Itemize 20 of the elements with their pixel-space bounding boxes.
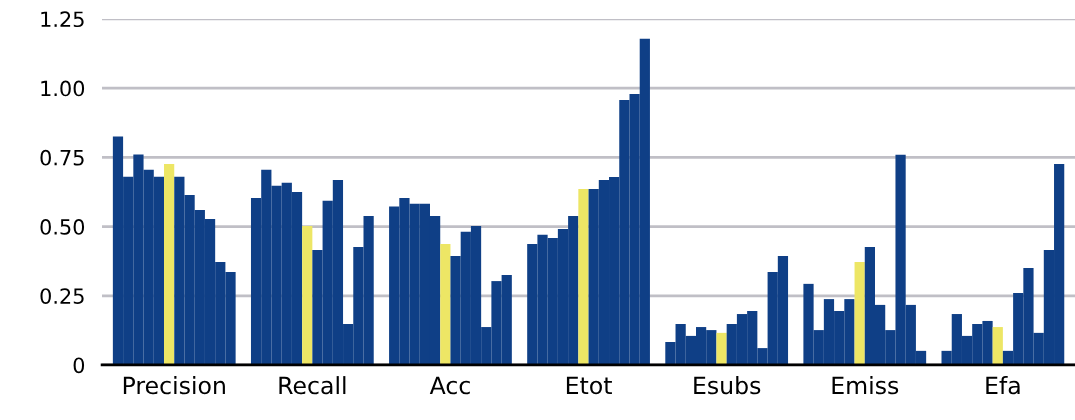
bar	[164, 163, 175, 365]
y-tick-label: 1.00	[41, 80, 85, 97]
y-tick-label: 0.75	[40, 149, 84, 166]
bar	[302, 225, 313, 365]
bar	[578, 188, 589, 365]
x-tick-label: Precision	[123, 376, 225, 395]
y-tick-label: 0.50	[40, 219, 85, 235]
x-tick-label: Efa	[986, 376, 1020, 395]
bar	[992, 327, 1003, 365]
x-tick-label: Acc	[429, 376, 470, 395]
bar	[440, 243, 451, 365]
x-tick-label: Emiss	[832, 376, 899, 395]
y-tick-label: 1.25	[41, 11, 84, 28]
y-tick-label: 0	[73, 357, 85, 374]
x-tick-label: Recall	[279, 376, 346, 395]
bar	[716, 332, 727, 365]
x-tick-label: Etot	[566, 376, 612, 395]
bar	[854, 261, 865, 365]
x-tick-label: Esubs	[694, 376, 761, 395]
y-tick-label: 0.25	[40, 288, 84, 304]
